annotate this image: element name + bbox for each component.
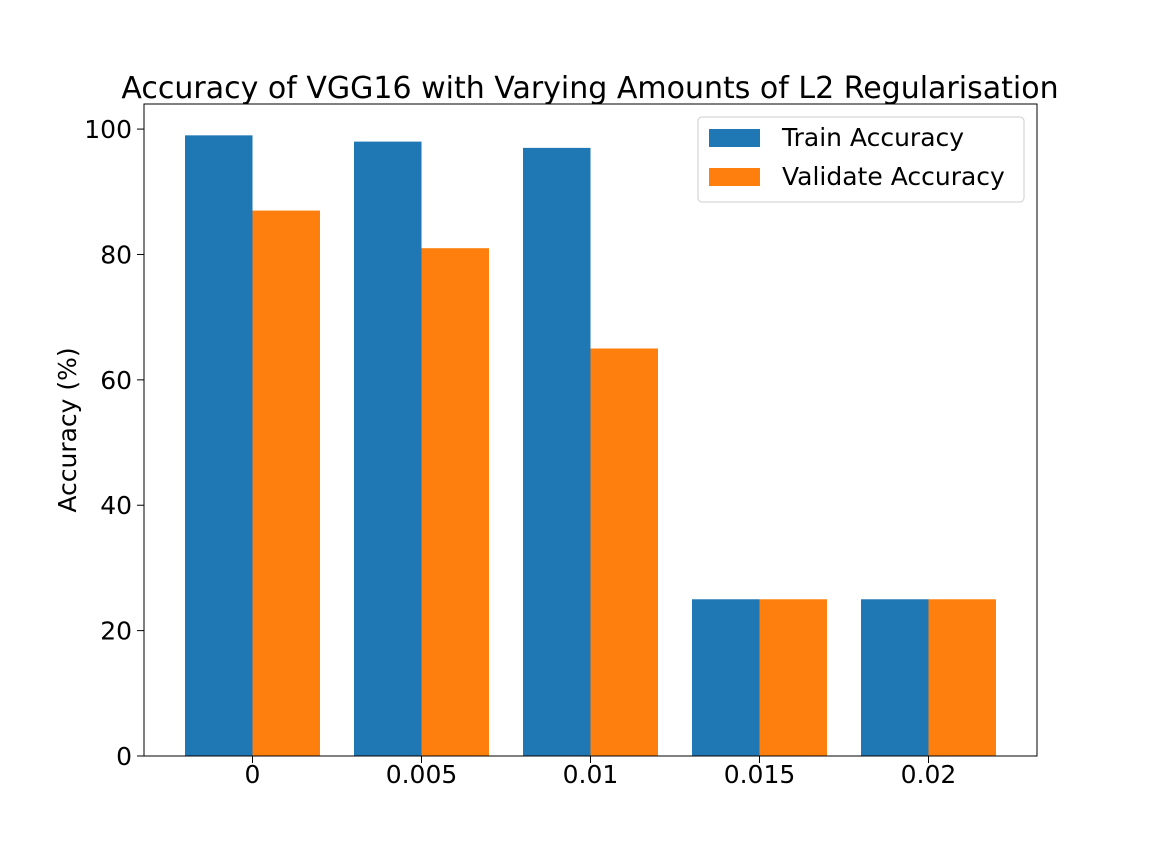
bar-train-2: [523, 147, 591, 756]
legend-swatch-validate: [709, 168, 760, 186]
x-tick-label: 0.02: [901, 760, 957, 789]
bar-train-4: [861, 599, 929, 756]
x-tick-label: 0.015: [724, 760, 796, 789]
bar-train-3: [692, 599, 760, 756]
legend-swatch-train: [709, 129, 760, 147]
y-tick-label: 80: [100, 240, 132, 269]
legend-label-train: Train Accuracy: [781, 123, 964, 152]
y-tick-label: 60: [100, 366, 132, 395]
bar-validate-0: [252, 210, 320, 757]
x-tick-label: 0.005: [386, 760, 458, 789]
bar-validate-3: [759, 599, 827, 756]
legend-box: [697, 116, 1025, 203]
x-tick-label: 0: [245, 760, 261, 789]
x-tick-label: 0.01: [563, 760, 619, 789]
bar-train-0: [185, 135, 253, 756]
y-tick-label: 40: [100, 491, 132, 520]
bar-validate-2: [590, 348, 658, 756]
plot-area: 0 20 40 60 80 100 0 0.005 0.01 0.015 0.02 Train Acc…: [84, 103, 1038, 789]
y-tick-label: 0: [116, 742, 132, 771]
legend-label-validate: Validate Accuracy: [782, 162, 1005, 191]
y-tick-label: 20: [100, 617, 132, 646]
bar-validate-4: [928, 599, 996, 756]
y-axis-label: Accuracy (%): [53, 347, 82, 512]
legend: Train Accuracy Validate Accuracy: [697, 116, 1025, 203]
y-tick-label: 100: [84, 115, 132, 144]
chart-title: Accuracy of VGG16 with Varying Amounts o…: [121, 71, 1058, 106]
bar-train-1: [354, 141, 422, 757]
bar-validate-1: [421, 248, 489, 756]
